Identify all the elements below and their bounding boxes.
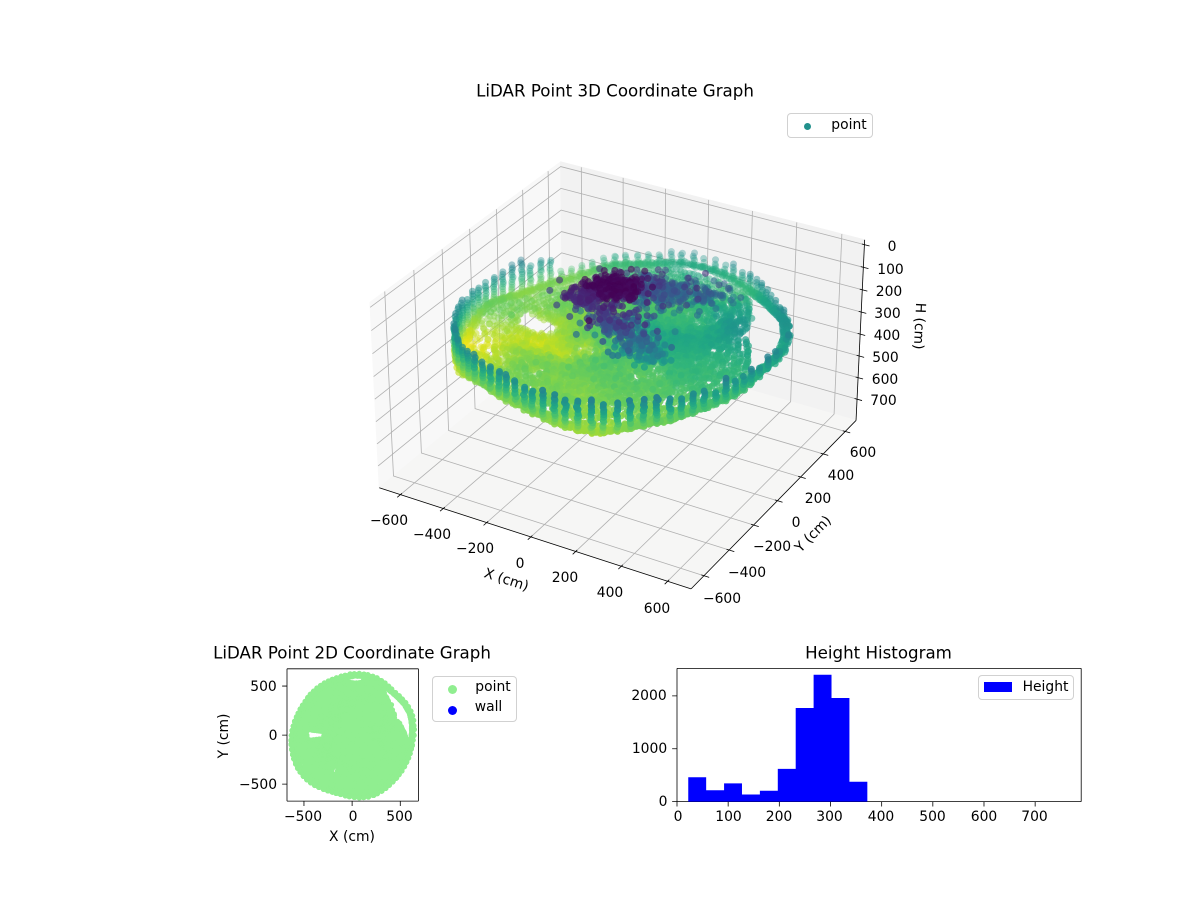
c3d-xtick-3: 0 — [515, 555, 525, 572]
legend-2d-wall-marker-icon — [447, 706, 457, 716]
legend-3d — [787, 113, 873, 139]
c3d-title: LiDAR Point 3D Coordinate Graph — [476, 81, 754, 101]
hist-xtick-2: 200 — [765, 808, 793, 825]
c3d-ztick-0: 0 — [887, 238, 897, 255]
c3d-xtick-0: −600 — [369, 512, 409, 529]
c3d-ztick-4: 400 — [873, 327, 901, 344]
c3d-ytick-3: 0 — [791, 514, 801, 531]
hist-xtick-0: 0 — [673, 808, 683, 825]
c2d-ytick-1: 0 — [268, 727, 278, 744]
c3d-xtick-4: 200 — [551, 569, 579, 586]
c3d-ztick-6: 600 — [871, 371, 899, 388]
c2d-legend-wall: wall — [474, 699, 503, 716]
c2d-ytick-2: 500 — [250, 678, 277, 695]
c3d-legend-point: point — [831, 116, 867, 133]
c3d-ytick-4: 200 — [804, 490, 832, 507]
hist-ytick-0: 0 — [658, 793, 668, 810]
legend-hist — [978, 675, 1075, 701]
c2d-title: LiDAR Point 2D Coordinate Graph — [213, 643, 491, 663]
c3d-ytick-2: −200 — [752, 538, 792, 555]
hist-legend-height: Height — [1022, 678, 1069, 695]
hist-xtick-3: 300 — [816, 808, 843, 825]
hist-title: Height Histogram — [805, 643, 952, 663]
c2d-ylabel: Y (cm) — [216, 713, 233, 759]
c2d-xtick-1: 0 — [348, 808, 358, 825]
hist-xtick-1: 100 — [715, 808, 742, 825]
c2d-ytick-0: −500 — [238, 776, 278, 793]
hist-ytick-2: 2000 — [631, 687, 667, 704]
hist-xtick-7: 700 — [1021, 808, 1048, 825]
hist-ytick-1: 1000 — [631, 740, 668, 757]
hist-xtick-6: 600 — [970, 808, 998, 825]
c3d-xtick-2: −200 — [455, 540, 495, 557]
c3d-ztick-3: 300 — [874, 305, 901, 322]
legend-hist-height-marker-icon — [984, 682, 1013, 693]
c3d-ytick-0: −600 — [702, 590, 742, 607]
c2d-xtick-2: 500 — [386, 808, 413, 825]
c3d-xtick-1: −400 — [412, 526, 452, 543]
c2d-xlabel: X (cm) — [329, 829, 375, 846]
c2d-legend-point: point — [475, 678, 511, 695]
legend-2d — [431, 675, 517, 722]
c3d-ztick-7: 700 — [870, 392, 897, 409]
legend-2d-point-marker-icon — [447, 685, 457, 695]
hist-xtick-4: 400 — [867, 808, 895, 825]
c3d-xtick-6: 600 — [643, 600, 671, 617]
c3d-zlabel: H (cm) — [909, 302, 928, 350]
c3d-ytick-5: 400 — [827, 467, 855, 484]
hist-xtick-5: 500 — [919, 808, 946, 825]
c3d-ztick-5: 500 — [872, 349, 899, 366]
c3d-ytick-1: −400 — [727, 564, 767, 581]
c3d-ztick-2: 200 — [875, 283, 903, 300]
c3d-ytick-6: 600 — [849, 444, 877, 461]
c3d-xtick-5: 400 — [596, 584, 624, 601]
c2d-xtick-0: −500 — [283, 808, 323, 825]
c3d-ztick-1: 100 — [877, 261, 904, 278]
legend-3d-point-marker-icon — [803, 122, 811, 130]
